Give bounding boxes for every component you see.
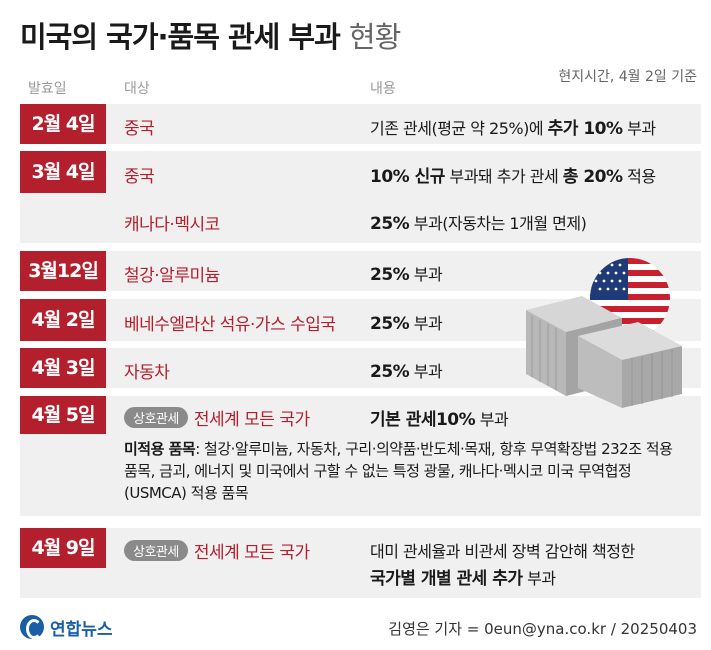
row-target: 베네수엘라산 석유·가스 수입국	[124, 315, 336, 335]
content-text: 적용	[622, 167, 656, 186]
content-text: 부과	[409, 362, 443, 381]
note-text: : 철강·알루미늄, 자동차, 구리·의약품·반도체·목재, 항후 무역확장법 …	[124, 440, 673, 502]
table-row	[20, 528, 701, 598]
content-bold: 10% 신규	[370, 167, 445, 187]
row-content: 25% 부과	[370, 358, 443, 382]
flag-containers-illustration	[526, 258, 682, 408]
reciprocal-tariff-badge: 상호관세	[124, 540, 188, 561]
content-text: 부과	[475, 410, 509, 429]
content-bold: 25%	[370, 362, 410, 382]
content-bold: 기본 관세10%	[370, 410, 476, 430]
header-target: 대상	[124, 81, 150, 97]
row-date: 3월12일	[20, 251, 106, 291]
row-content: 25% 부과(자동차는 1개월 면제)	[370, 210, 587, 234]
content-text: 대미 관세율과 비관세 장벽 감안해 책정한	[370, 542, 635, 561]
row-date: 4월 3일	[20, 348, 106, 388]
row-content: 25% 부과	[370, 261, 443, 285]
row-content: 기존 관세(평균 약 25%)에 추가 10% 부과	[370, 114, 656, 139]
reciprocal-tariff-badge: 상호관세	[124, 407, 188, 428]
target-text: 전세계 모든 국가	[193, 543, 310, 563]
row-date: 4월 5일	[20, 396, 106, 434]
page-title: 미국의 국가·품목 관세 부과 현황	[20, 14, 401, 56]
row-content: 국가별 개별 관세 추가 부과	[370, 564, 556, 589]
row-date: 4월 9일	[20, 528, 106, 568]
logo-text: 연합뉴스	[50, 619, 113, 640]
row-date: 3월 4일	[20, 151, 106, 193]
row-target: 상호관세 전세계 모든 국가	[124, 538, 310, 563]
row-target: 상호관세 전세계 모든 국가	[124, 405, 310, 430]
content-bold: 25%	[370, 214, 410, 234]
content-bold: 국가별 개별 관세 추가	[370, 569, 523, 589]
header-content: 내용	[370, 81, 396, 97]
date-basis: 현지시간, 4월 2일 기준	[558, 69, 697, 85]
content-bold: 총 20%	[562, 167, 623, 187]
title-bold: 미국의 국가·품목 관세 부과	[20, 20, 341, 54]
content-bold: 25%	[370, 314, 410, 334]
content-bold: 25%	[370, 265, 410, 285]
shipping-containers-icon	[526, 296, 682, 408]
header-date: 발효일	[28, 81, 67, 97]
row-target: 자동차	[124, 363, 170, 383]
row-target: 중국	[124, 167, 155, 187]
row-content: 대미 관세율과 비관세 장벽 감안해 책정한	[370, 538, 635, 562]
row-target: 중국	[124, 119, 155, 139]
row-content: 10% 신규 부과돼 추가 관세 총 20% 적용	[370, 162, 656, 187]
content-text: 부과(자동차는 1개월 면제)	[409, 214, 587, 233]
yonhap-logo: 연합뉴스	[20, 614, 113, 640]
row-date: 2월 4일	[20, 104, 106, 144]
note-bold: 미적용 품목	[124, 440, 196, 458]
row-date: 4월 2일	[20, 299, 106, 341]
row-content: 25% 부과	[370, 310, 443, 334]
yonhap-logo-icon	[20, 615, 44, 639]
table-row	[20, 151, 701, 243]
content-text: 부과	[409, 265, 443, 284]
table-row	[20, 104, 701, 144]
content-text: 부과돼 추가 관세	[444, 167, 563, 186]
content-bold: 추가 10%	[547, 119, 623, 139]
row-target: 철강·알루미늄	[124, 266, 220, 286]
row-target: 캐나다·멕시코	[124, 215, 220, 235]
column-headers: 발효일 대상 내용	[0, 78, 711, 100]
exempt-items-note: 미적용 품목: 철강·알루미늄, 자동차, 구리·의약품·반도체·목재, 항후 …	[124, 438, 684, 504]
content-text: 기존 관세(평균 약 25%)에	[370, 119, 548, 138]
target-text: 전세계 모든 국가	[193, 410, 310, 430]
content-text: 부과	[522, 569, 556, 588]
author-credit: 김영은 기자 = 0eun@yna.co.kr / 20250403	[388, 620, 697, 638]
content-text: 부과	[622, 119, 656, 138]
title-light: 현황	[348, 20, 401, 54]
table-row	[20, 251, 701, 291]
content-text: 부과	[409, 314, 443, 333]
row-content: 기본 관세10% 부과	[370, 405, 509, 430]
